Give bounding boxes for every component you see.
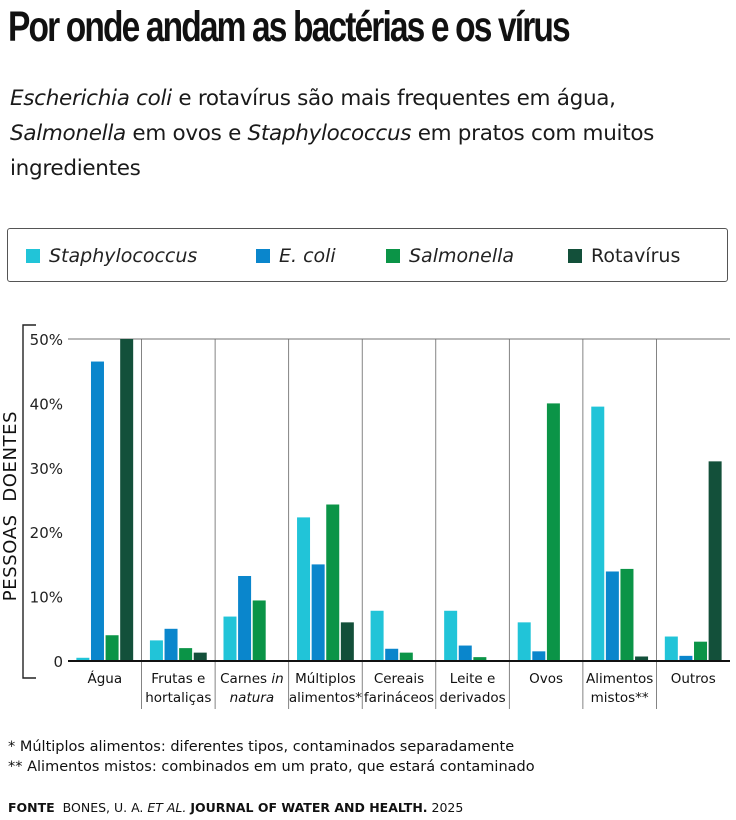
bar bbox=[223, 616, 237, 661]
bar bbox=[179, 648, 193, 661]
x-tick-label: Alimentos bbox=[586, 671, 653, 687]
y-tick-label: 50% bbox=[30, 331, 63, 349]
y-axis-label: PESSOAS DOENTES bbox=[0, 411, 21, 601]
legend-label: Staphylococcus bbox=[49, 245, 198, 267]
source-journal: JOURNAL OF WATER AND HEALTH. bbox=[190, 800, 428, 815]
y-tick-label: 10% bbox=[30, 589, 63, 607]
x-tick-label: natura bbox=[230, 690, 275, 706]
legend-swatch bbox=[386, 249, 400, 263]
y-axis-bracket bbox=[22, 324, 36, 679]
y-tick-label: 30% bbox=[30, 460, 63, 478]
bar bbox=[399, 652, 413, 661]
x-tick-label: mistos** bbox=[591, 690, 649, 706]
x-tick-label: alimentos* bbox=[289, 690, 362, 706]
bar bbox=[164, 628, 178, 661]
source-authors: BONES, U. A. bbox=[62, 800, 144, 815]
x-tick-label: derivados bbox=[439, 690, 505, 706]
x-tick-label: Leite e bbox=[450, 671, 496, 687]
subtitle-part: e rotavírus são mais frequentes em água, bbox=[171, 86, 616, 111]
bar bbox=[664, 636, 678, 661]
bar bbox=[532, 651, 546, 661]
legend-swatch bbox=[256, 249, 270, 263]
y-tick-label: 40% bbox=[30, 395, 63, 413]
bar bbox=[90, 361, 104, 661]
footnotes: * Múltiplos alimentos: diferentes tipos,… bbox=[8, 737, 535, 777]
subtitle-part: em ovos e bbox=[125, 121, 248, 146]
bar bbox=[385, 648, 399, 661]
legend-item: Staphylococcus bbox=[26, 245, 197, 267]
bar bbox=[444, 610, 458, 661]
bar bbox=[340, 622, 354, 661]
x-tick-label: Múltiplos bbox=[295, 671, 356, 687]
x-tick-label: farináceos bbox=[364, 690, 434, 706]
bar bbox=[694, 641, 708, 661]
x-tick-label: Frutas e bbox=[151, 671, 205, 687]
bar bbox=[605, 571, 619, 661]
legend-item: Salmonella bbox=[386, 245, 514, 267]
x-tick-label: Carnes in bbox=[220, 671, 284, 687]
subtitle-part: Salmonella bbox=[10, 121, 126, 146]
y-tick-label: 0 bbox=[53, 653, 63, 671]
x-tick-label: hortaliças bbox=[145, 690, 211, 706]
bar bbox=[458, 645, 472, 661]
bar bbox=[149, 640, 163, 661]
subtitle-part: em pratos com muitos ingredientes bbox=[10, 121, 655, 181]
bar bbox=[297, 517, 311, 661]
legend: Staphylococcus E. coli Salmonella Rotavírus bbox=[7, 228, 728, 282]
footnote-multiplos: * Múltiplos alimentos: diferentes tipos,… bbox=[8, 739, 515, 755]
legend-label: E. coli bbox=[279, 245, 336, 267]
legend-swatch bbox=[26, 249, 40, 263]
x-tick-label: Cereais bbox=[374, 671, 424, 687]
bar bbox=[546, 403, 560, 661]
bar bbox=[591, 406, 605, 661]
y-tick-label: 20% bbox=[30, 524, 63, 542]
source-line: FONTE BONES, U. A. ET AL. JOURNAL OF WAT… bbox=[8, 800, 463, 815]
chart-subtitle: Escherichia coli e rotavírus são mais fr… bbox=[10, 81, 726, 186]
bar bbox=[193, 652, 207, 661]
legend-swatch bbox=[568, 249, 582, 263]
x-tick-label: Ovos bbox=[529, 671, 563, 687]
footnote-mistos: ** Alimentos mistos: combinados em um pr… bbox=[8, 759, 535, 775]
bar bbox=[679, 655, 693, 661]
bar bbox=[620, 568, 634, 661]
bar bbox=[473, 657, 487, 661]
source-year: 2025 bbox=[431, 800, 464, 815]
legend-label: Salmonella bbox=[409, 245, 515, 267]
bar bbox=[238, 575, 252, 661]
legend-item: Rotavírus bbox=[568, 245, 680, 267]
bar bbox=[105, 635, 119, 661]
bar bbox=[311, 564, 325, 661]
bar bbox=[708, 461, 722, 661]
bar bbox=[120, 339, 134, 661]
bar bbox=[517, 622, 531, 661]
subtitle-part: Staphylococcus bbox=[247, 121, 412, 146]
source-etal: ET AL. bbox=[147, 800, 187, 815]
bar bbox=[252, 600, 266, 661]
bar bbox=[635, 656, 649, 661]
source-label: FONTE bbox=[8, 800, 55, 815]
legend-label: Rotavírus bbox=[591, 245, 681, 267]
subtitle-part: Escherichia coli bbox=[10, 86, 172, 111]
bar-chart: PESSOAS DOENTES 0 10% 20% 30% 40% 50% Água Fruta… bbox=[0, 324, 730, 709]
chart-title: Por onde andam as bactérias e os vírus bbox=[8, 3, 571, 51]
bar bbox=[370, 610, 384, 661]
x-tick-label: Outros bbox=[671, 671, 716, 687]
x-tick-label: Água bbox=[87, 670, 122, 687]
bar bbox=[76, 657, 90, 661]
legend-item: E. coli bbox=[256, 245, 336, 267]
bar bbox=[326, 504, 340, 661]
